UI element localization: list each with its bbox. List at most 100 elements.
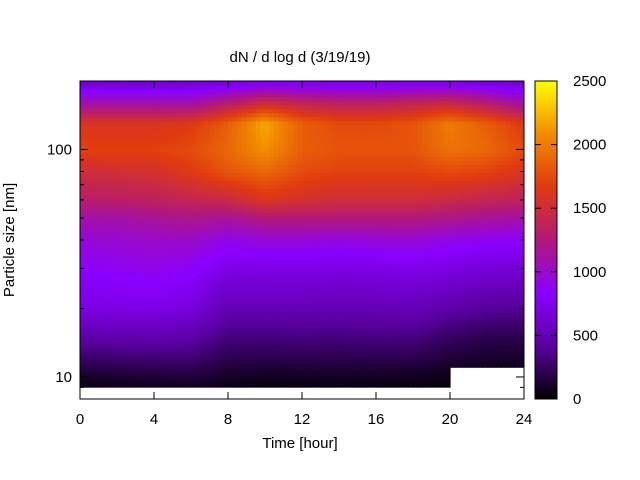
- heatmap-cell: [315, 180, 322, 185]
- heatmap-cell: [130, 84, 137, 90]
- heatmap-cell: [214, 303, 220, 309]
- heatmap-cell: [126, 251, 132, 257]
- heatmap-cell: [200, 140, 206, 146]
- heatmap-cell: [306, 188, 312, 193]
- heatmap-cell: [186, 315, 192, 321]
- heatmap-cell: [269, 375, 275, 380]
- heatmap-cell: [117, 92, 123, 98]
- heatmap-cell: [269, 172, 275, 177]
- heatmap-cell: [107, 339, 113, 344]
- heatmap-cell: [209, 160, 215, 166]
- heatmap-cell: [348, 196, 354, 201]
- heatmap-cell: [200, 375, 206, 380]
- heatmap-cell: [329, 367, 335, 372]
- heatmap-cell: [130, 383, 137, 388]
- heatmap-cell: [80, 379, 86, 384]
- heatmap-cell: [103, 236, 109, 241]
- heatmap-cell: [195, 335, 201, 340]
- heatmap-cell: [200, 204, 206, 209]
- heatmap-cell: [126, 200, 132, 205]
- heatmap-cell: [158, 347, 164, 352]
- heatmap-cell: [158, 379, 164, 384]
- heatmap-cell: [158, 228, 164, 233]
- heatmap-cell: [107, 323, 113, 329]
- heatmap-cell: [278, 212, 285, 217]
- heatmap-cell: [325, 275, 331, 281]
- heatmap-cell: [186, 299, 192, 305]
- heatmap-cell: [251, 116, 257, 122]
- heatmap-cell: [237, 335, 243, 340]
- heatmap-cell: [251, 108, 257, 114]
- heatmap-cell: [195, 267, 201, 273]
- heatmap-cell: [149, 323, 155, 329]
- heatmap-cell: [228, 116, 234, 122]
- heatmap-cell: [246, 339, 252, 344]
- heatmap-cell: [154, 315, 160, 321]
- heatmap-cell: [158, 88, 164, 94]
- heatmap-cell: [103, 299, 109, 305]
- heatmap-cell: [218, 275, 224, 281]
- heatmap-cell: [283, 275, 289, 281]
- heatmap-cell: [177, 299, 183, 305]
- heatmap-cell: [348, 212, 354, 217]
- heatmap-cell: [302, 319, 308, 325]
- heatmap-cell: [186, 81, 192, 86]
- heatmap-cell: [112, 152, 118, 158]
- heatmap-cell: [154, 100, 160, 106]
- heatmap-cell: [357, 88, 363, 94]
- heatmap-cell: [315, 335, 322, 340]
- heatmap-cell: [200, 371, 206, 376]
- heatmap-cell: [130, 303, 137, 309]
- heatmap-cell: [135, 228, 141, 233]
- heatmap-cell: [126, 287, 132, 293]
- heatmap-cell: [140, 347, 146, 352]
- heatmap-cell: [283, 363, 289, 368]
- heatmap-cell: [339, 371, 345, 376]
- heatmap-cell: [98, 104, 104, 110]
- heatmap-cell: [371, 271, 377, 277]
- heatmap-cell: [149, 383, 155, 388]
- heatmap-cell: [186, 152, 192, 158]
- heatmap-cell: [255, 100, 261, 106]
- heatmap-cell: [177, 247, 183, 253]
- heatmap-cell: [352, 240, 359, 245]
- heatmap-cell: [158, 275, 164, 281]
- heatmap-cell: [292, 371, 298, 376]
- heatmap-cell: [334, 319, 340, 325]
- heatmap-cell: [237, 132, 243, 138]
- heatmap-cell: [251, 112, 257, 118]
- heatmap-cell: [297, 383, 303, 388]
- heatmap-cell: [84, 108, 90, 114]
- heatmap-cell: [376, 343, 382, 348]
- heatmap-cell: [163, 196, 169, 201]
- heatmap-cell: [274, 148, 280, 154]
- heatmap-cell: [149, 112, 155, 118]
- heatmap-cell: [228, 148, 234, 154]
- heatmap-cell: [288, 383, 294, 388]
- heatmap-cell: [269, 243, 275, 249]
- heatmap-cell: [89, 303, 95, 309]
- heatmap-cell: [320, 228, 326, 233]
- heatmap-cell: [283, 220, 289, 225]
- heatmap-cell: [232, 164, 238, 170]
- heatmap-cell: [107, 363, 113, 368]
- heatmap-cell: [167, 192, 174, 197]
- heatmap-cell: [260, 104, 266, 110]
- heatmap-cell: [126, 184, 132, 189]
- heatmap-cell: [362, 104, 368, 110]
- heatmap-cell: [135, 287, 141, 293]
- heatmap-cell: [186, 339, 192, 344]
- heatmap-cell: [163, 347, 169, 352]
- heatmap-cell: [343, 335, 349, 340]
- heatmap-cell: [126, 343, 132, 348]
- heatmap-cell: [283, 339, 289, 344]
- heatmap-cell: [163, 323, 169, 329]
- heatmap-cell: [292, 144, 298, 150]
- heatmap-cell: [204, 96, 211, 102]
- heatmap-cell: [371, 120, 377, 126]
- heatmap-cell: [283, 160, 289, 166]
- heatmap-cell: [260, 180, 266, 185]
- heatmap-cell: [246, 196, 252, 201]
- heatmap-cell: [218, 132, 224, 138]
- heatmap-cell: [214, 319, 220, 325]
